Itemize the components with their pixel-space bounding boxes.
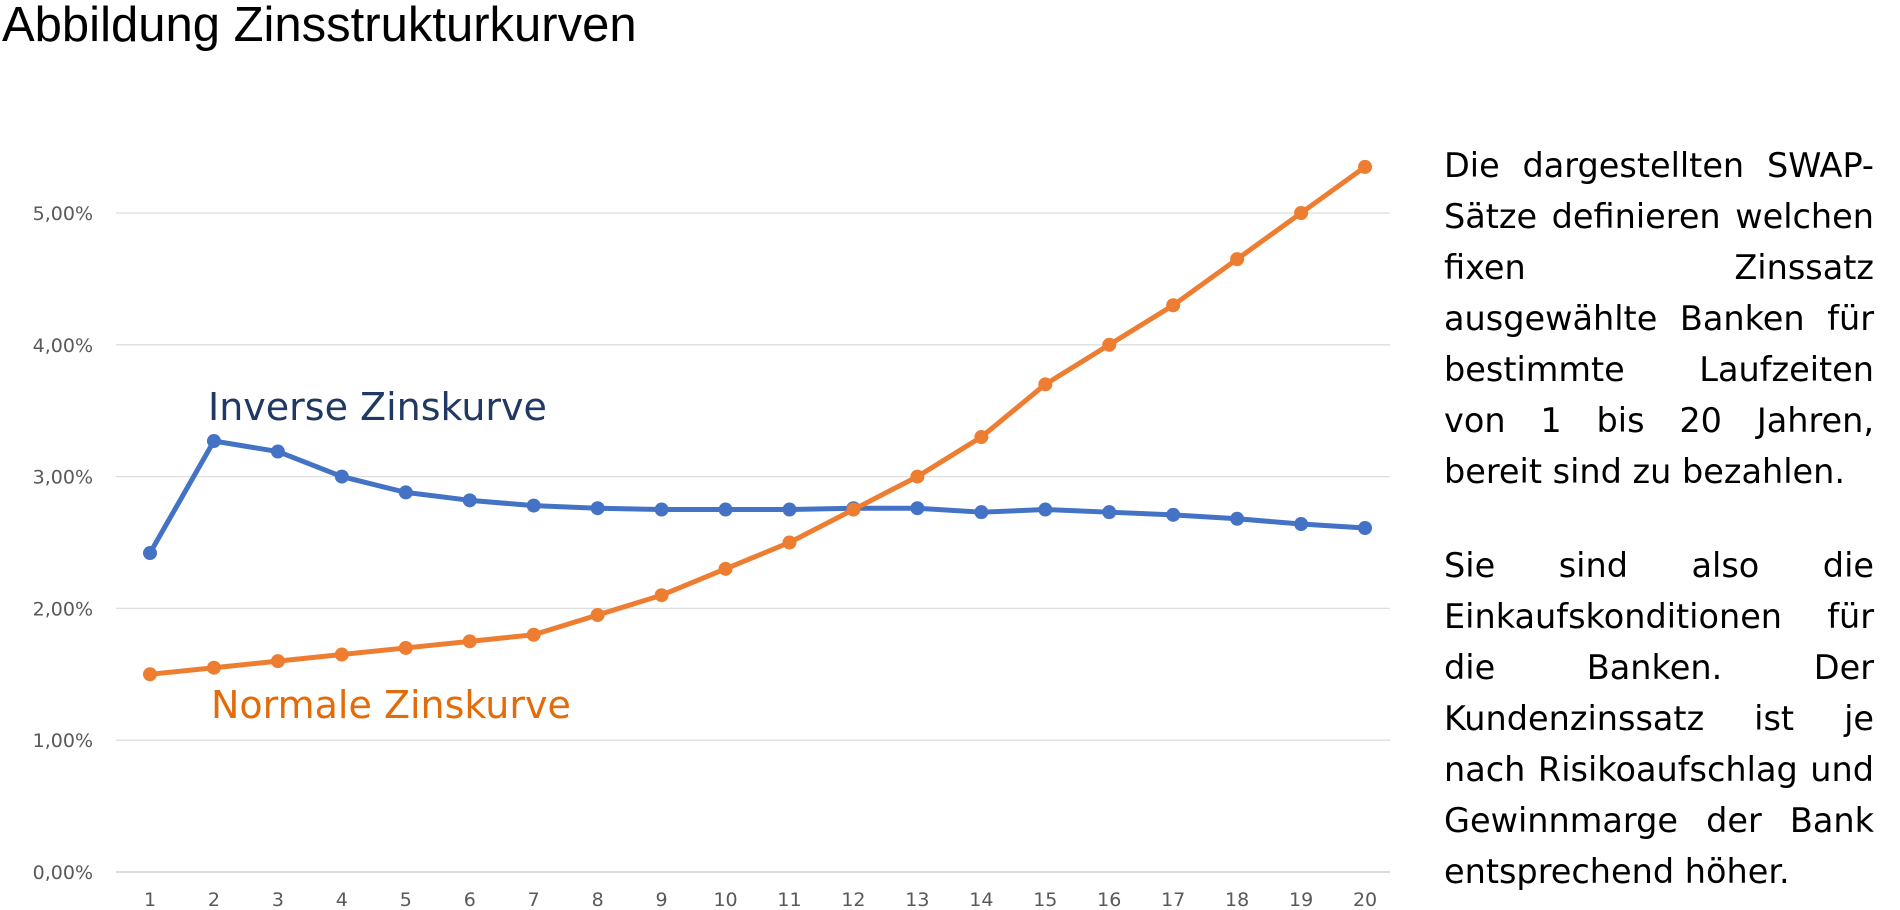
data-point <box>910 501 925 516</box>
data-point <box>1358 521 1373 536</box>
data-point <box>654 588 669 603</box>
x-axis-ticks: 1 2 3 4 5 6 7 8 9 10 11 12 13 14 15 16 17 18 19 20 <box>144 889 1377 910</box>
data-point <box>398 640 413 655</box>
data-point <box>1102 505 1117 520</box>
data-point <box>270 444 285 459</box>
x-tick-label: 7 <box>528 889 540 910</box>
x-tick-label: 11 <box>777 889 801 910</box>
y-tick-label: 5,00% <box>33 203 93 225</box>
x-tick-label: 13 <box>905 889 929 910</box>
x-tick-label: 2 <box>208 889 220 910</box>
description-paragraph-1: Die dargestellten SWAP-Sätze definieren … <box>1444 146 1874 491</box>
x-tick-label: 10 <box>713 889 737 910</box>
data-point <box>1230 252 1245 267</box>
y-tick-label: 4,00% <box>33 335 93 357</box>
data-point <box>974 505 989 520</box>
data-point <box>526 498 541 513</box>
grid-lines <box>116 212 1390 873</box>
data-point <box>1294 206 1309 220</box>
x-tick-label: 5 <box>400 889 412 910</box>
data-point <box>462 634 477 649</box>
x-tick-label: 19 <box>1289 889 1313 910</box>
x-tick-label: 9 <box>656 889 668 910</box>
x-tick-label: 3 <box>272 889 284 910</box>
x-tick-label: 20 <box>1353 889 1377 910</box>
data-point <box>526 627 541 642</box>
y-axis-ticks: 0,00% 1,00% 2,00% 3,00% 4,00% 5,00% <box>33 203 93 884</box>
data-point <box>398 485 413 500</box>
x-tick-label: 17 <box>1161 889 1185 910</box>
x-tick-label: 14 <box>969 889 993 910</box>
series-lines <box>143 159 1373 682</box>
x-tick-label: 6 <box>464 889 476 910</box>
x-tick-label: 16 <box>1097 889 1121 910</box>
data-point <box>143 546 157 561</box>
x-tick-label: 12 <box>841 889 865 910</box>
series-line-1 <box>147 164 1368 677</box>
x-tick-label: 1 <box>144 889 156 910</box>
data-point <box>143 667 157 682</box>
data-point <box>1230 511 1245 526</box>
data-point <box>206 434 221 449</box>
series-labels: Inverse Zinskurve Normale Zinskurve <box>208 385 571 727</box>
data-point <box>334 647 349 662</box>
data-point <box>718 561 733 576</box>
series-label: Normale Zinskurve <box>211 683 571 727</box>
y-tick-label: 2,00% <box>33 598 93 620</box>
description-paragraph-2: Sie sind also die Einkaufskonditionen fü… <box>1444 546 1874 891</box>
x-tick-label: 18 <box>1225 889 1249 910</box>
data-point <box>1294 517 1309 532</box>
data-point <box>782 535 797 550</box>
y-tick-label: 3,00% <box>33 467 93 489</box>
data-point <box>1166 298 1181 313</box>
data-point <box>654 502 669 517</box>
x-tick-label: 4 <box>336 889 348 910</box>
series-label: Inverse Zinskurve <box>208 385 547 429</box>
page-title: Abbildung Zinsstrukturkurven <box>2 0 637 52</box>
x-tick-label: 8 <box>592 889 604 910</box>
data-point <box>1038 502 1053 517</box>
data-point <box>718 502 733 517</box>
data-point <box>910 469 925 484</box>
data-point <box>462 493 477 508</box>
data-point <box>206 660 221 675</box>
data-point <box>974 430 989 445</box>
data-point <box>1166 507 1181 522</box>
y-tick-label: 0,00% <box>33 862 93 884</box>
data-point <box>1102 337 1117 352</box>
series-line-0 <box>147 438 1368 556</box>
data-point <box>1358 159 1373 174</box>
data-point <box>846 502 861 517</box>
data-point <box>270 654 285 669</box>
data-point <box>782 502 797 517</box>
data-point <box>590 607 605 622</box>
data-point <box>1038 377 1053 392</box>
data-point <box>590 501 605 516</box>
y-tick-label: 1,00% <box>33 730 93 752</box>
data-point <box>334 469 349 484</box>
x-tick-label: 15 <box>1033 889 1057 910</box>
